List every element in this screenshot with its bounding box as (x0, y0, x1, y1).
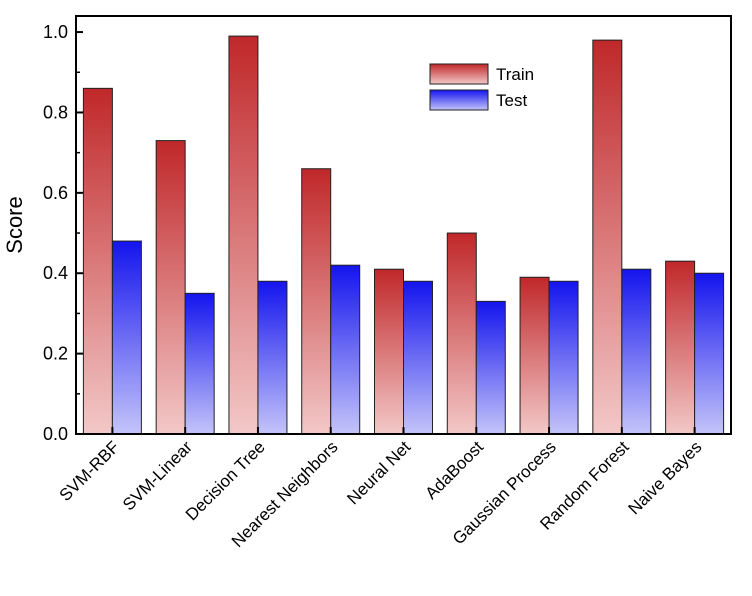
x-category-label: SVM-RBF (56, 437, 124, 505)
bar-test-1 (184, 292, 215, 435)
x-category-label: Naive Bayes (625, 437, 706, 518)
x-category-label: Neural Net (343, 437, 414, 508)
bar-train-3 (301, 168, 332, 435)
bar-test-4 (403, 280, 433, 435)
bar-train-0 (82, 87, 113, 435)
bar-test-2 (257, 280, 288, 435)
x-category-label: SVM-Linear (119, 437, 196, 514)
y-tick-label: 0.2 (43, 344, 68, 364)
bar-train-6 (519, 276, 550, 435)
bar-train-2 (228, 35, 259, 435)
bar-train-5 (446, 232, 477, 435)
y-axis: 0.0 0.2 0.4 0.6 0.8 1.0 (43, 22, 83, 444)
y-tick-label: 1.0 (43, 22, 68, 42)
y-tick-label: 0.0 (43, 424, 68, 444)
y-tick-label: 0.8 (43, 102, 68, 122)
x-category-label: AdaBoost (422, 437, 488, 503)
bar-train-7 (592, 39, 623, 435)
bar-test-0 (111, 240, 142, 435)
legend-swatch-train (429, 63, 489, 85)
y-tick-label: 0.4 (43, 263, 68, 283)
legend-swatch-test (429, 89, 489, 111)
bar-train-1 (155, 140, 186, 435)
legend: Train Test (429, 63, 534, 111)
legend-label-test: Test (496, 91, 527, 110)
bar-train-8 (665, 260, 696, 435)
y-axis-title: Score (2, 196, 27, 253)
y-tick-label: 0.6 (43, 183, 68, 203)
bar-test-8 (694, 272, 725, 435)
legend-label-train: Train (496, 65, 534, 84)
bar-test-3 (330, 264, 361, 435)
bars-group (82, 35, 725, 435)
bar-train-4 (374, 268, 404, 435)
bar-test-5 (475, 300, 506, 435)
bar-test-6 (548, 280, 579, 435)
bar-test-7 (621, 268, 652, 435)
